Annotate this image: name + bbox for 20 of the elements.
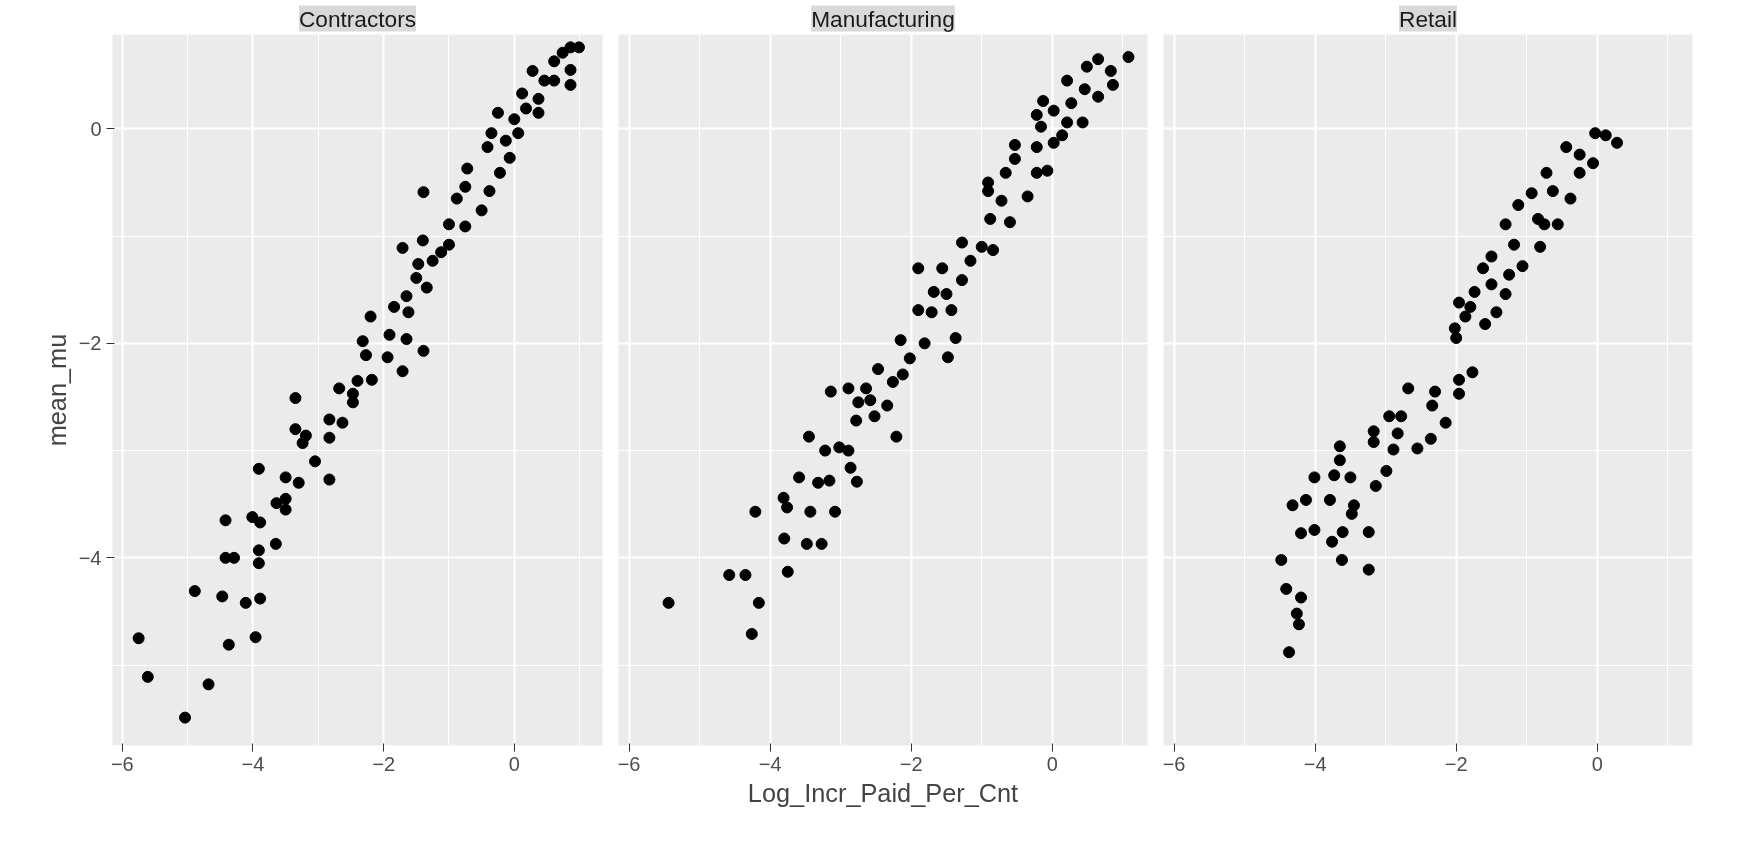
x-tick-label: −6	[617, 752, 641, 775]
x-tick-label: 0	[508, 752, 520, 775]
y-tick-label: 0	[90, 117, 102, 140]
x-tick-label: −6	[110, 752, 134, 775]
x-tick-label: −2	[372, 752, 396, 775]
chart-title: Manufacturing	[811, 5, 955, 32]
x-tick-label: 0	[1591, 752, 1603, 775]
x-tick-label: −2	[899, 752, 923, 775]
y-tick-label: −4	[78, 546, 102, 569]
y-tick-label: −2	[78, 332, 102, 355]
chart-title: Contractors	[298, 5, 417, 32]
x-tick-label: −4	[758, 752, 782, 775]
x-tick-label: 0	[1046, 752, 1058, 775]
x-tick-label: −4	[241, 752, 265, 775]
x-axis-title: Log_Incr_Paid_Per_Cnt	[747, 778, 1019, 807]
y-axis-title: mean_mu	[42, 333, 71, 447]
x-tick-label: −6	[1162, 752, 1186, 775]
x-tick-label: −4	[1303, 752, 1327, 775]
chart-title: Retail	[1399, 5, 1457, 32]
x-tick-label: −2	[1444, 752, 1468, 775]
